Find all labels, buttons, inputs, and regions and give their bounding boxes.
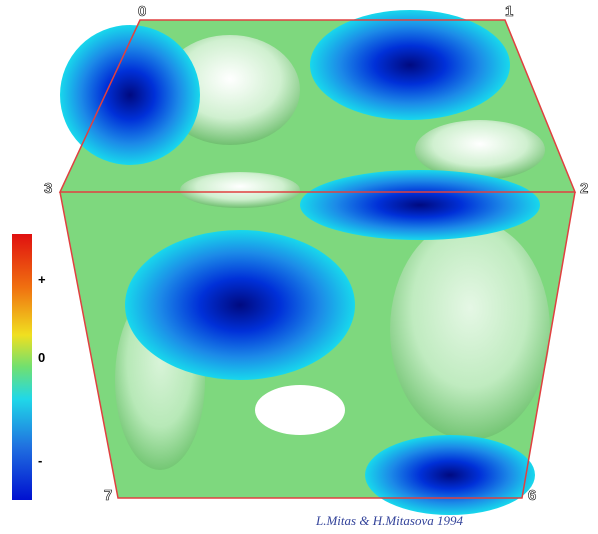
legend-label: + bbox=[38, 272, 46, 287]
legend-label: 0 bbox=[38, 350, 45, 365]
vertex-label: 7 bbox=[104, 487, 112, 504]
legend-label: - bbox=[38, 453, 42, 468]
vertex-label: 0 bbox=[138, 3, 146, 20]
vertex-label: 1 bbox=[505, 3, 513, 20]
vertex-label: 6 bbox=[528, 487, 536, 504]
vertex-label: 3 bbox=[44, 180, 52, 197]
cube-edges bbox=[58, 19, 577, 499]
vertex-label: 2 bbox=[580, 180, 588, 197]
credit: L.Mitas & H.Mitasova 1994 bbox=[315, 513, 463, 528]
color-bar bbox=[12, 234, 32, 500]
isosurface bbox=[60, 10, 575, 515]
